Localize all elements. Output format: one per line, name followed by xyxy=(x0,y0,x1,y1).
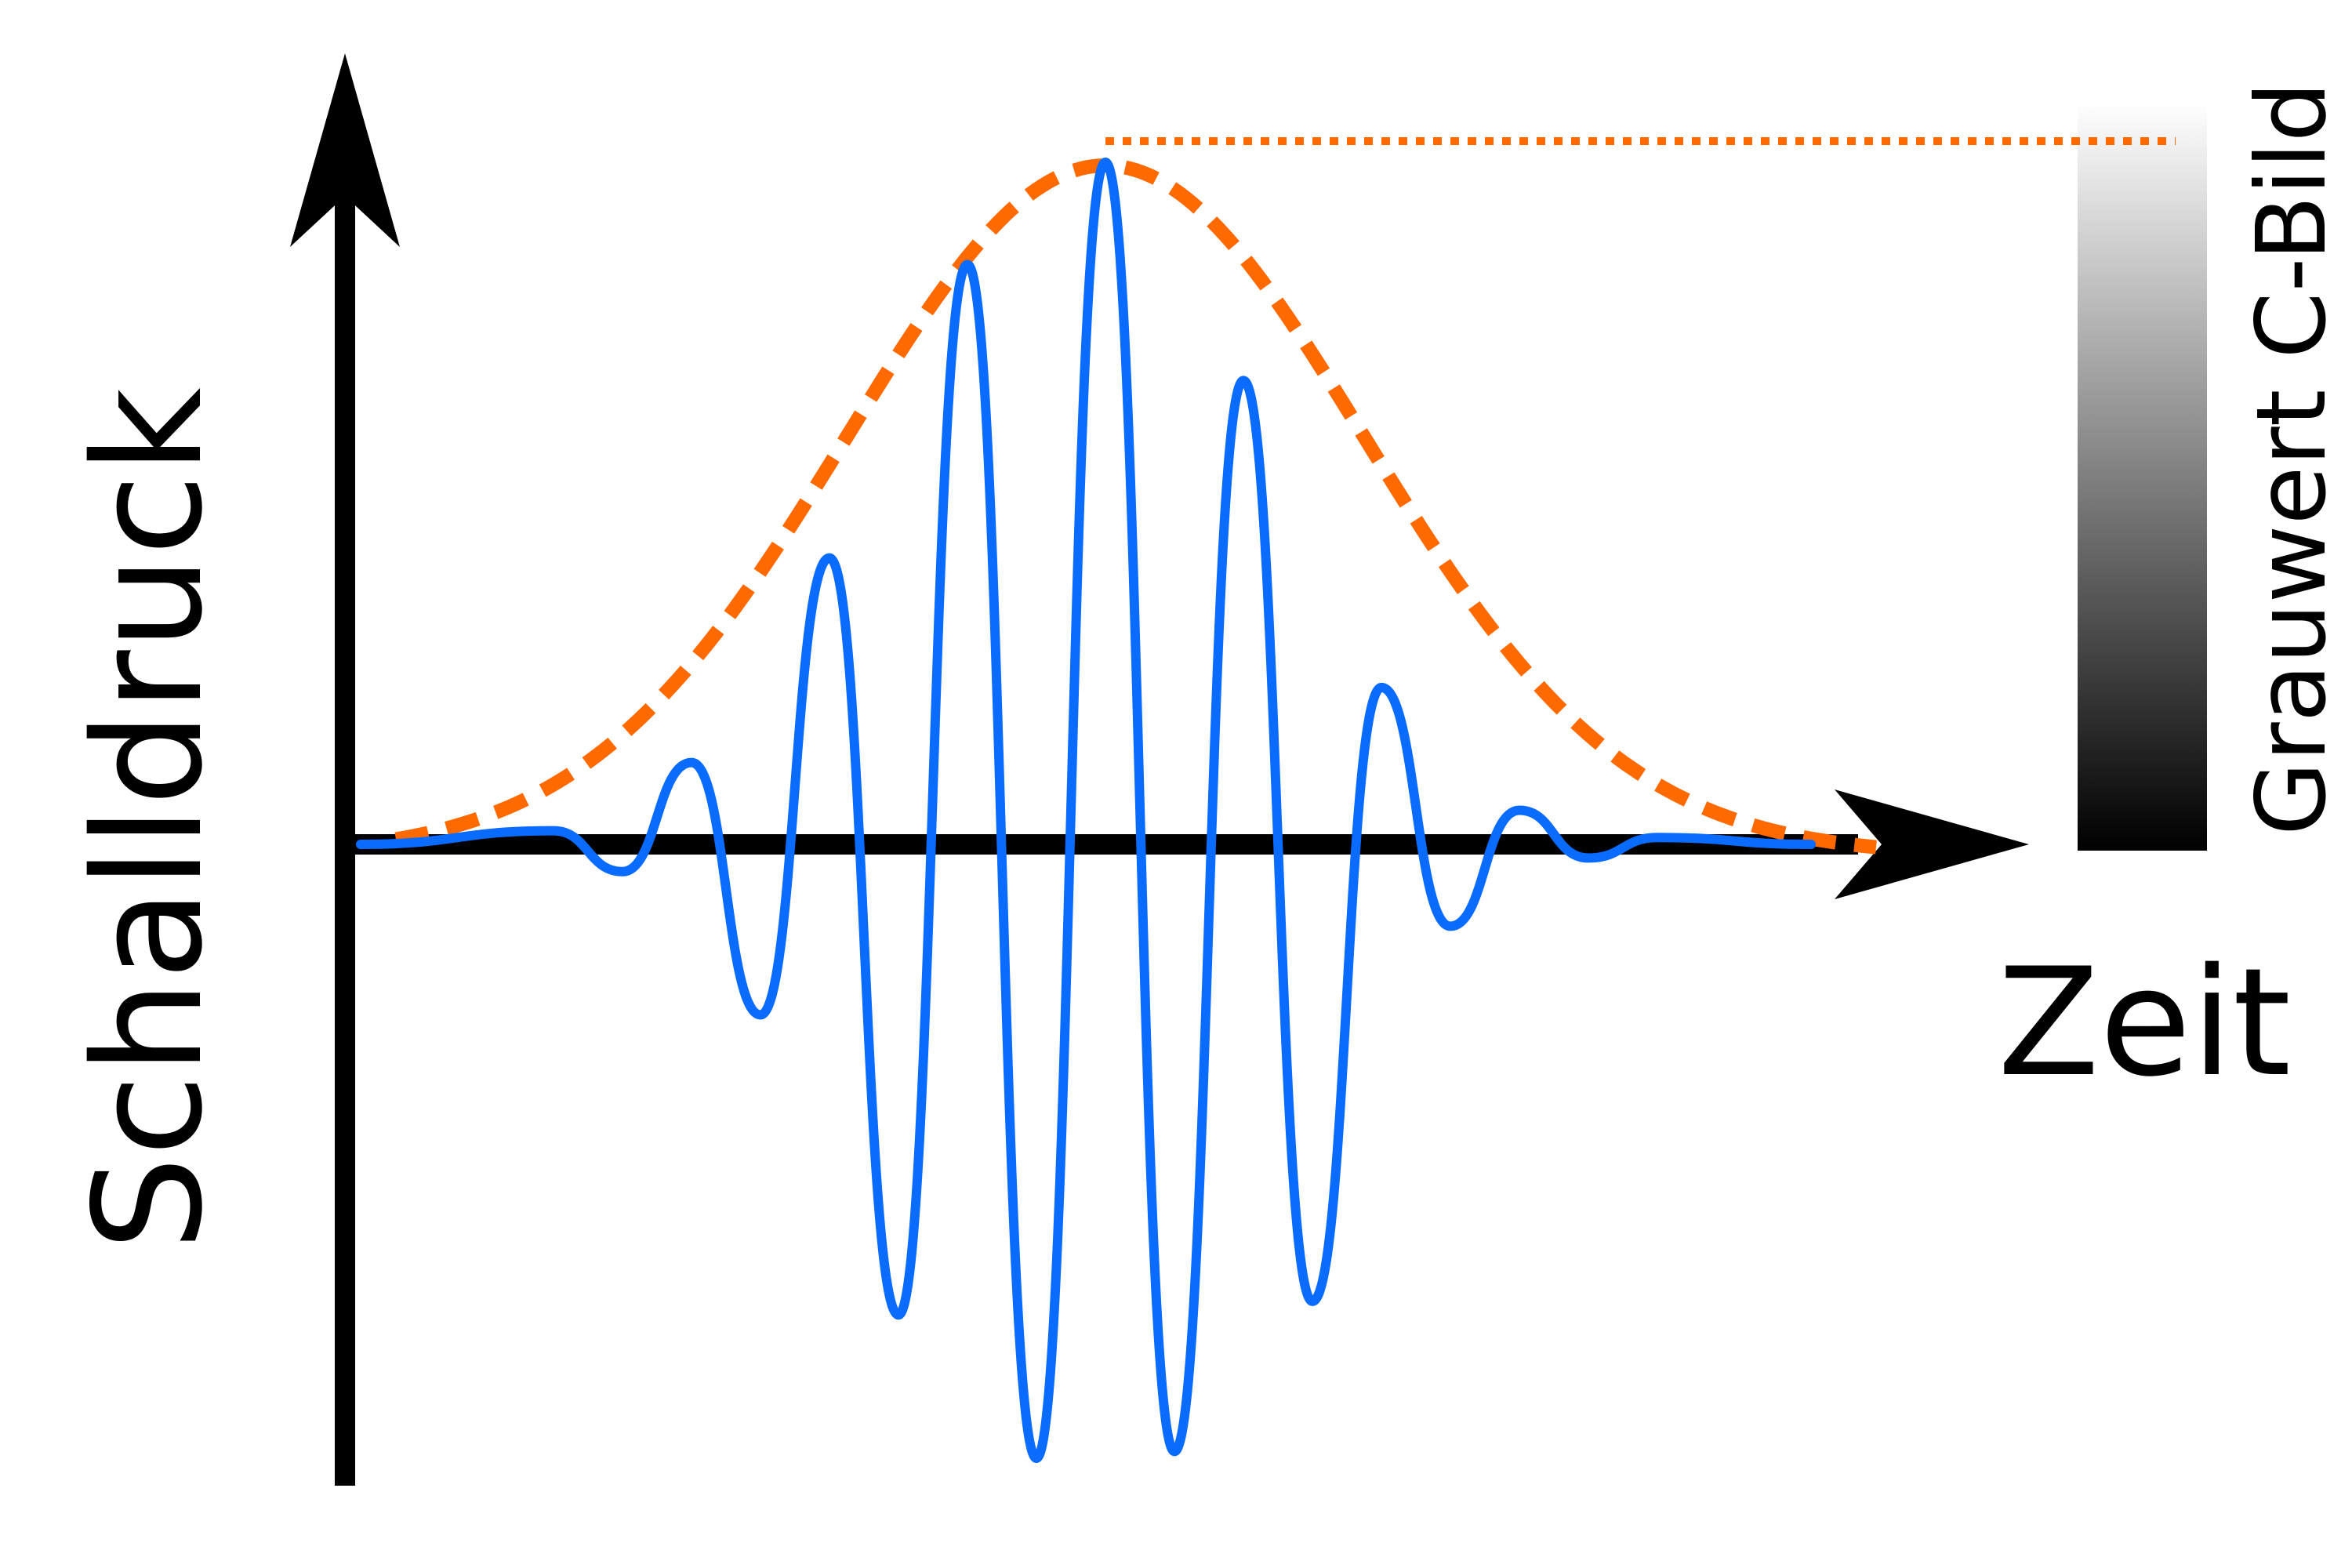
envelope-curve xyxy=(394,158,1877,855)
y-axis-arrowhead xyxy=(290,53,400,247)
x-axis-arrowhead xyxy=(1835,789,2029,899)
grayscale-label: Grauwert C-Bild xyxy=(2236,82,2347,836)
x-axis-label: Zeit xyxy=(1998,936,2291,1109)
grayscale-bar xyxy=(2078,102,2207,851)
signal-waveform xyxy=(356,158,1816,1463)
y-axis-label: Schalldruck xyxy=(62,387,235,1250)
